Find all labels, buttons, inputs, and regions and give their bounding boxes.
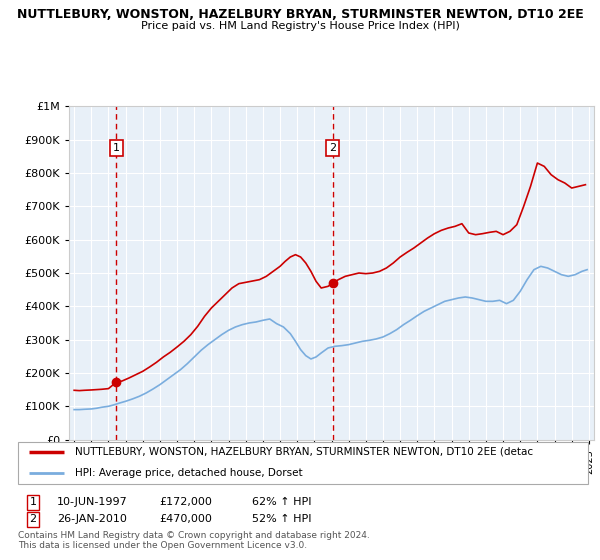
Text: Contains HM Land Registry data © Crown copyright and database right 2024.: Contains HM Land Registry data © Crown c… (18, 531, 370, 540)
Text: NUTTLEBURY, WONSTON, HAZELBURY BRYAN, STURMINSTER NEWTON, DT10 2EE (detac: NUTTLEBURY, WONSTON, HAZELBURY BRYAN, ST… (75, 447, 533, 456)
Text: 2: 2 (329, 143, 336, 153)
Text: NUTTLEBURY, WONSTON, HAZELBURY BRYAN, STURMINSTER NEWTON, DT10 2EE: NUTTLEBURY, WONSTON, HAZELBURY BRYAN, ST… (17, 8, 583, 21)
Text: 1: 1 (29, 497, 37, 507)
Text: 10-JUN-1997: 10-JUN-1997 (57, 497, 128, 507)
Text: 62% ↑ HPI: 62% ↑ HPI (252, 497, 311, 507)
Text: 52% ↑ HPI: 52% ↑ HPI (252, 514, 311, 524)
Text: HPI: Average price, detached house, Dorset: HPI: Average price, detached house, Dors… (75, 468, 302, 478)
Text: Price paid vs. HM Land Registry's House Price Index (HPI): Price paid vs. HM Land Registry's House … (140, 21, 460, 31)
Text: £172,000: £172,000 (159, 497, 212, 507)
Text: This data is licensed under the Open Government Licence v3.0.: This data is licensed under the Open Gov… (18, 541, 307, 550)
Text: 1: 1 (113, 143, 119, 153)
Text: 26-JAN-2010: 26-JAN-2010 (57, 514, 127, 524)
Text: £470,000: £470,000 (159, 514, 212, 524)
Text: 2: 2 (29, 514, 37, 524)
